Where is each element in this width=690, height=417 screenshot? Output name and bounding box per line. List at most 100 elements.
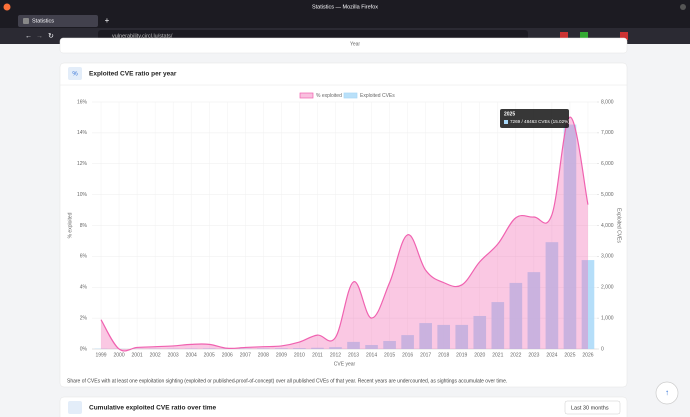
scroll-top-glyph: ↑ (665, 388, 669, 397)
bar (437, 324, 451, 349)
x-tick-label: 2024 (546, 352, 557, 358)
x-tick-label: 2026 (582, 352, 593, 358)
bar (455, 324, 469, 349)
y-tick-label: 0% (80, 346, 88, 352)
close-button[interactable] (680, 4, 686, 10)
y2-tick-label: 3,000 (601, 254, 614, 260)
bar (473, 315, 487, 349)
x-tick-label: 1999 (95, 352, 106, 358)
new-tab[interactable]: + (105, 16, 110, 25)
prev-card (59, 37, 628, 54)
y2-tick-label: 6,000 (601, 161, 614, 167)
tooltip-title: 2025 (504, 111, 515, 117)
ext-icon[interactable] (560, 32, 568, 40)
bar (527, 272, 541, 349)
bar (401, 335, 414, 349)
y2-tick-label: 4,000 (601, 223, 614, 229)
prev-axis-label: Year (350, 41, 360, 47)
scroll-top[interactable] (655, 381, 679, 405)
y-tick-label: 6% (80, 254, 88, 260)
y-axis-label: % exploited (67, 212, 73, 238)
x-tick-label: 2021 (492, 352, 503, 358)
x-tick-label: 2015 (384, 352, 395, 358)
x-tick-label: 2011 (312, 352, 323, 358)
card-icon-glyph: % (72, 72, 78, 78)
bar (257, 348, 270, 349)
bar (491, 302, 505, 349)
x-tick-label: 2019 (456, 352, 467, 358)
x-tick-label: 2001 (132, 352, 143, 358)
tooltip-swatch (504, 120, 508, 124)
ext-icon[interactable] (620, 32, 628, 40)
x-tick-label: 2009 (276, 352, 287, 358)
title-bar (0, 0, 690, 28)
x-tick-label: 2012 (330, 352, 341, 358)
bar (383, 340, 396, 349)
y-tick-label: 8% (80, 223, 88, 229)
card (59, 62, 628, 388)
area (101, 117, 588, 351)
plot: 0% 2% 4% 6% 8% 10% 12% 14% 16% 0 1,000 2,000 3,000 4,… (67, 92, 622, 367)
x-tick-label: 2002 (150, 352, 161, 358)
forward[interactable]: → (36, 33, 43, 40)
x-tick-label: 2006 (222, 352, 233, 358)
x-tick-label: 2000 (113, 352, 124, 358)
legend-swatch (343, 92, 358, 99)
bar (419, 323, 432, 349)
y-tick-label: 4% (80, 285, 88, 291)
line (100, 116, 589, 352)
x-tick-label: 2010 (294, 352, 305, 358)
bar (275, 348, 288, 349)
legend-label: % exploited (316, 93, 342, 99)
x-tick-label: 2017 (420, 352, 431, 358)
y-tick-label: 14% (77, 130, 88, 136)
url: vulnerability.circl.lu/stats/ (112, 33, 173, 39)
next-card-title: Cumulative exploited CVE ratio over time (89, 405, 217, 412)
bar (365, 344, 378, 349)
x-tick-label: 2003 (168, 352, 179, 358)
bar (293, 348, 306, 349)
bar (329, 347, 342, 349)
tooltip (500, 109, 569, 128)
bar (311, 347, 324, 349)
x-tick-label: 2016 (402, 352, 413, 358)
y-tick-label: 10% (77, 192, 88, 198)
tab-icon (23, 18, 29, 24)
dropdown[interactable] (564, 400, 621, 415)
firefox-icon (3, 3, 11, 11)
y-tick-label: 2% (80, 315, 88, 321)
tooltip-text: 7269 / 48463 CVEs (15.02%) (510, 119, 570, 124)
x-tick-label: 2005 (204, 352, 215, 358)
y2-tick-label: 7,000 (601, 130, 614, 136)
reload[interactable]: ↻ (48, 33, 54, 40)
x-tick-label: 2018 (438, 352, 449, 358)
y-tick-label: 12% (77, 161, 88, 167)
bar (509, 282, 523, 349)
ext-icon[interactable] (580, 32, 588, 40)
legend-swatch (299, 92, 314, 99)
bar (545, 242, 559, 349)
y2-tick-label: 1,000 (601, 315, 614, 321)
back[interactable]: ← (25, 33, 32, 40)
tab[interactable] (18, 15, 98, 27)
y-tick-label: 16% (77, 99, 88, 105)
next-card (59, 396, 628, 417)
tab-title: Statistics (32, 18, 54, 24)
card-icon (68, 67, 82, 80)
x-tick-label: 2023 (528, 352, 539, 358)
bar (347, 341, 360, 349)
x-tick-label: 2007 (240, 352, 251, 358)
x-tick-label: 2025 (564, 352, 575, 358)
window-title: Statistics — Mozilla Firefox (312, 4, 378, 10)
legend-label: Exploited CVEs (360, 93, 395, 99)
x-tick-label: 2014 (366, 352, 377, 358)
bar (202, 348, 216, 349)
y2-axis-label: Exploited CVEs (616, 208, 622, 243)
x-tick-label: 2008 (258, 352, 269, 358)
bar (581, 260, 595, 349)
y2-tick-label: 5,000 (601, 192, 614, 198)
x-tick-label: 2004 (186, 352, 197, 358)
bar (563, 124, 577, 349)
